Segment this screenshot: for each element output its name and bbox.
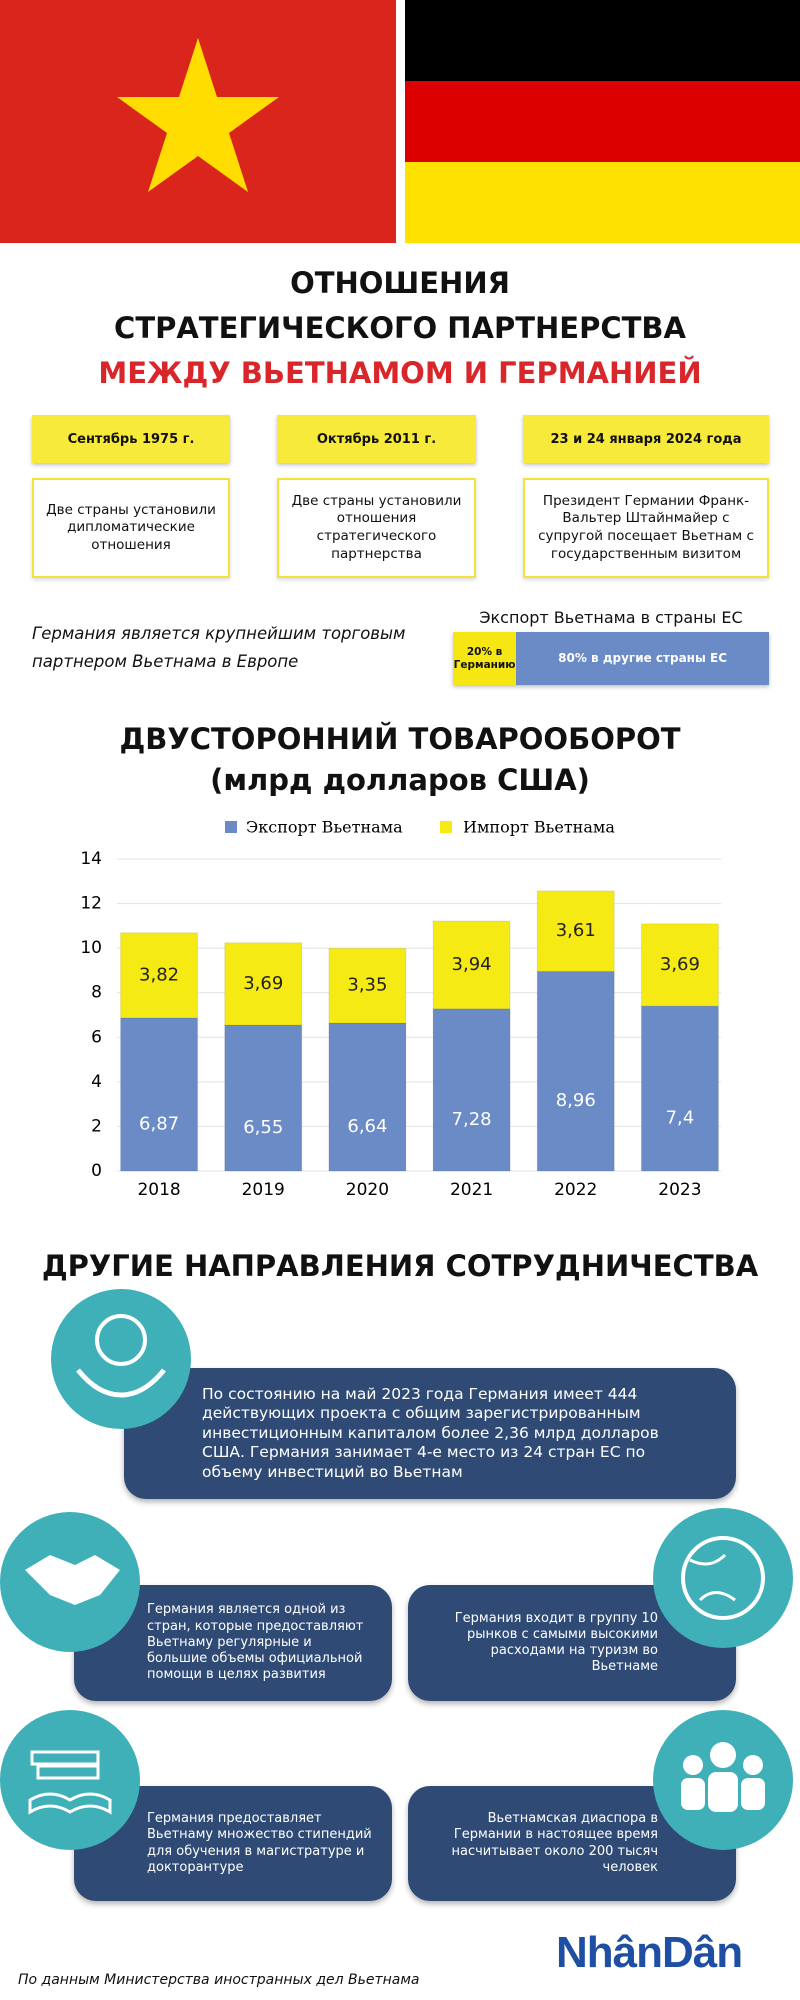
bar-segment — [432, 920, 511, 1010]
eu-export-bar: 20% в Германию 80% в другие страны ЕС — [453, 632, 769, 685]
title-line: ОТНОШЕНИЯ — [290, 266, 510, 300]
value-label: 3,35 — [347, 975, 387, 996]
y-tick-label: 2 — [91, 1116, 102, 1136]
cooperation-text: Германия является одной из стран, которы… — [147, 1602, 364, 1683]
x-tick-label: 2018 — [137, 1180, 180, 1200]
eu-export-segment: 20% в Германию — [453, 632, 517, 685]
legend-label: Экспорт Вьетнама — [246, 818, 403, 837]
cooperation-text: Германия входит в группу 10 рынков с сам… — [454, 1610, 658, 1675]
value-label: 8,96 — [556, 1090, 596, 1111]
cooperation-text: Германия предоставляет Вьетнаму множеств… — [147, 1811, 372, 1875]
chart-title: ДВУСТОРОННИЙ ТОВАРООБОРОТ — [119, 722, 681, 756]
value-label: 6,55 — [243, 1117, 283, 1138]
bar-segment — [120, 1017, 199, 1172]
bar-segment — [120, 932, 199, 1019]
timeline-text: Президент Германии Франк-Вальтер Штайнма… — [523, 478, 769, 578]
y-tick-label: 12 — [80, 894, 102, 914]
legend-swatch — [440, 821, 452, 833]
cooperation-text: Вьетнамская диаспора в Германии в настоя… — [451, 1811, 659, 1875]
y-tick-label: 6 — [91, 1027, 102, 1047]
value-label: 7,28 — [452, 1109, 492, 1130]
timeline-date: Октябрь 2011 г. — [277, 415, 476, 463]
value-label: 7,4 — [666, 1108, 695, 1129]
y-tick-label: 4 — [91, 1072, 102, 1092]
bar-segment — [536, 970, 615, 1172]
legend-swatch — [225, 821, 237, 833]
chart-subtitle: (млрд долларов США) — [210, 763, 590, 797]
bar-segment — [328, 1022, 407, 1172]
bar-segment — [640, 1005, 719, 1172]
timeline-text: Две страны установили дипломатические от… — [32, 478, 230, 578]
title-line: МЕЖДУ ВЬЕТНАМОМ И ГЕРМАНИЕЙ — [98, 356, 702, 390]
y-tick-label: 10 — [80, 938, 102, 958]
value-label: 6,64 — [347, 1116, 387, 1137]
section-title: ДРУГИЕ НАПРАВЛЕНИЯ СОТРУДНИЧЕСТВА — [41, 1249, 759, 1283]
cooperation-box: Германия предоставляет Вьетнаму множеств… — [74, 1786, 392, 1901]
y-tick-label: 8 — [91, 983, 102, 1003]
flag-star — [117, 38, 279, 192]
eu-export-title: Экспорт Вьетнама в страны ЕС — [479, 608, 743, 627]
bar-segment — [432, 1008, 511, 1172]
timeline-date: 23 и 24 января 2024 года — [523, 415, 769, 463]
germany-flag-red — [405, 81, 800, 162]
x-tick-label: 2023 — [658, 1180, 701, 1200]
bar-segment — [536, 890, 615, 972]
trade-note: Германия является крупнейшим торговым па… — [32, 624, 406, 671]
germany-flag-gold — [405, 162, 800, 243]
x-tick-label: 2020 — [346, 1180, 389, 1200]
bar-segment — [328, 947, 407, 1024]
eu-export-segment: 80% в другие страны ЕС — [516, 632, 769, 685]
timeline-text: Две страны установили отношения стратеги… — [277, 478, 476, 578]
value-label: 3,82 — [139, 964, 179, 985]
cooperation-text: По состоянию на май 2023 года Германия и… — [202, 1385, 659, 1481]
value-label: 6,87 — [139, 1113, 179, 1134]
logo: NhânDân — [556, 1928, 743, 1977]
germany-flag-black — [405, 0, 800, 81]
bar-segment — [640, 923, 719, 1007]
y-tick-label: 0 — [91, 1161, 102, 1181]
value-label: 3,61 — [556, 920, 596, 941]
title-line: СТРАТЕГИЧЕСКОГО ПАРТНЕРСТВА — [114, 311, 686, 345]
bar-segment — [224, 942, 303, 1026]
value-label: 3,69 — [243, 973, 283, 994]
x-tick-label: 2021 — [450, 1180, 493, 1200]
cooperation-box: Германия входит в группу 10 рынков с сам… — [408, 1585, 736, 1701]
value-label: 3,94 — [452, 954, 492, 975]
x-tick-label: 2019 — [242, 1180, 285, 1200]
bar-segment — [224, 1024, 303, 1172]
timeline-date: Сентябрь 1975 г. — [32, 415, 230, 463]
cooperation-box: Германия является одной из стран, которы… — [74, 1585, 392, 1701]
eu-export-label: 80% в другие страны ЕС — [558, 651, 728, 666]
x-tick-label: 2022 — [554, 1180, 597, 1200]
source: По данным Министерства иностранных дел В… — [18, 1972, 420, 1988]
y-tick-label: 14 — [80, 849, 102, 869]
cooperation-box: Вьетнамская диаспора в Германии в настоя… — [408, 1786, 736, 1901]
legend-label: Импорт Вьетнама — [463, 818, 615, 837]
eu-export-label: 20% в Германию — [453, 645, 516, 671]
cooperation-box: По состоянию на май 2023 года Германия и… — [124, 1368, 736, 1499]
value-label: 3,69 — [660, 954, 700, 975]
